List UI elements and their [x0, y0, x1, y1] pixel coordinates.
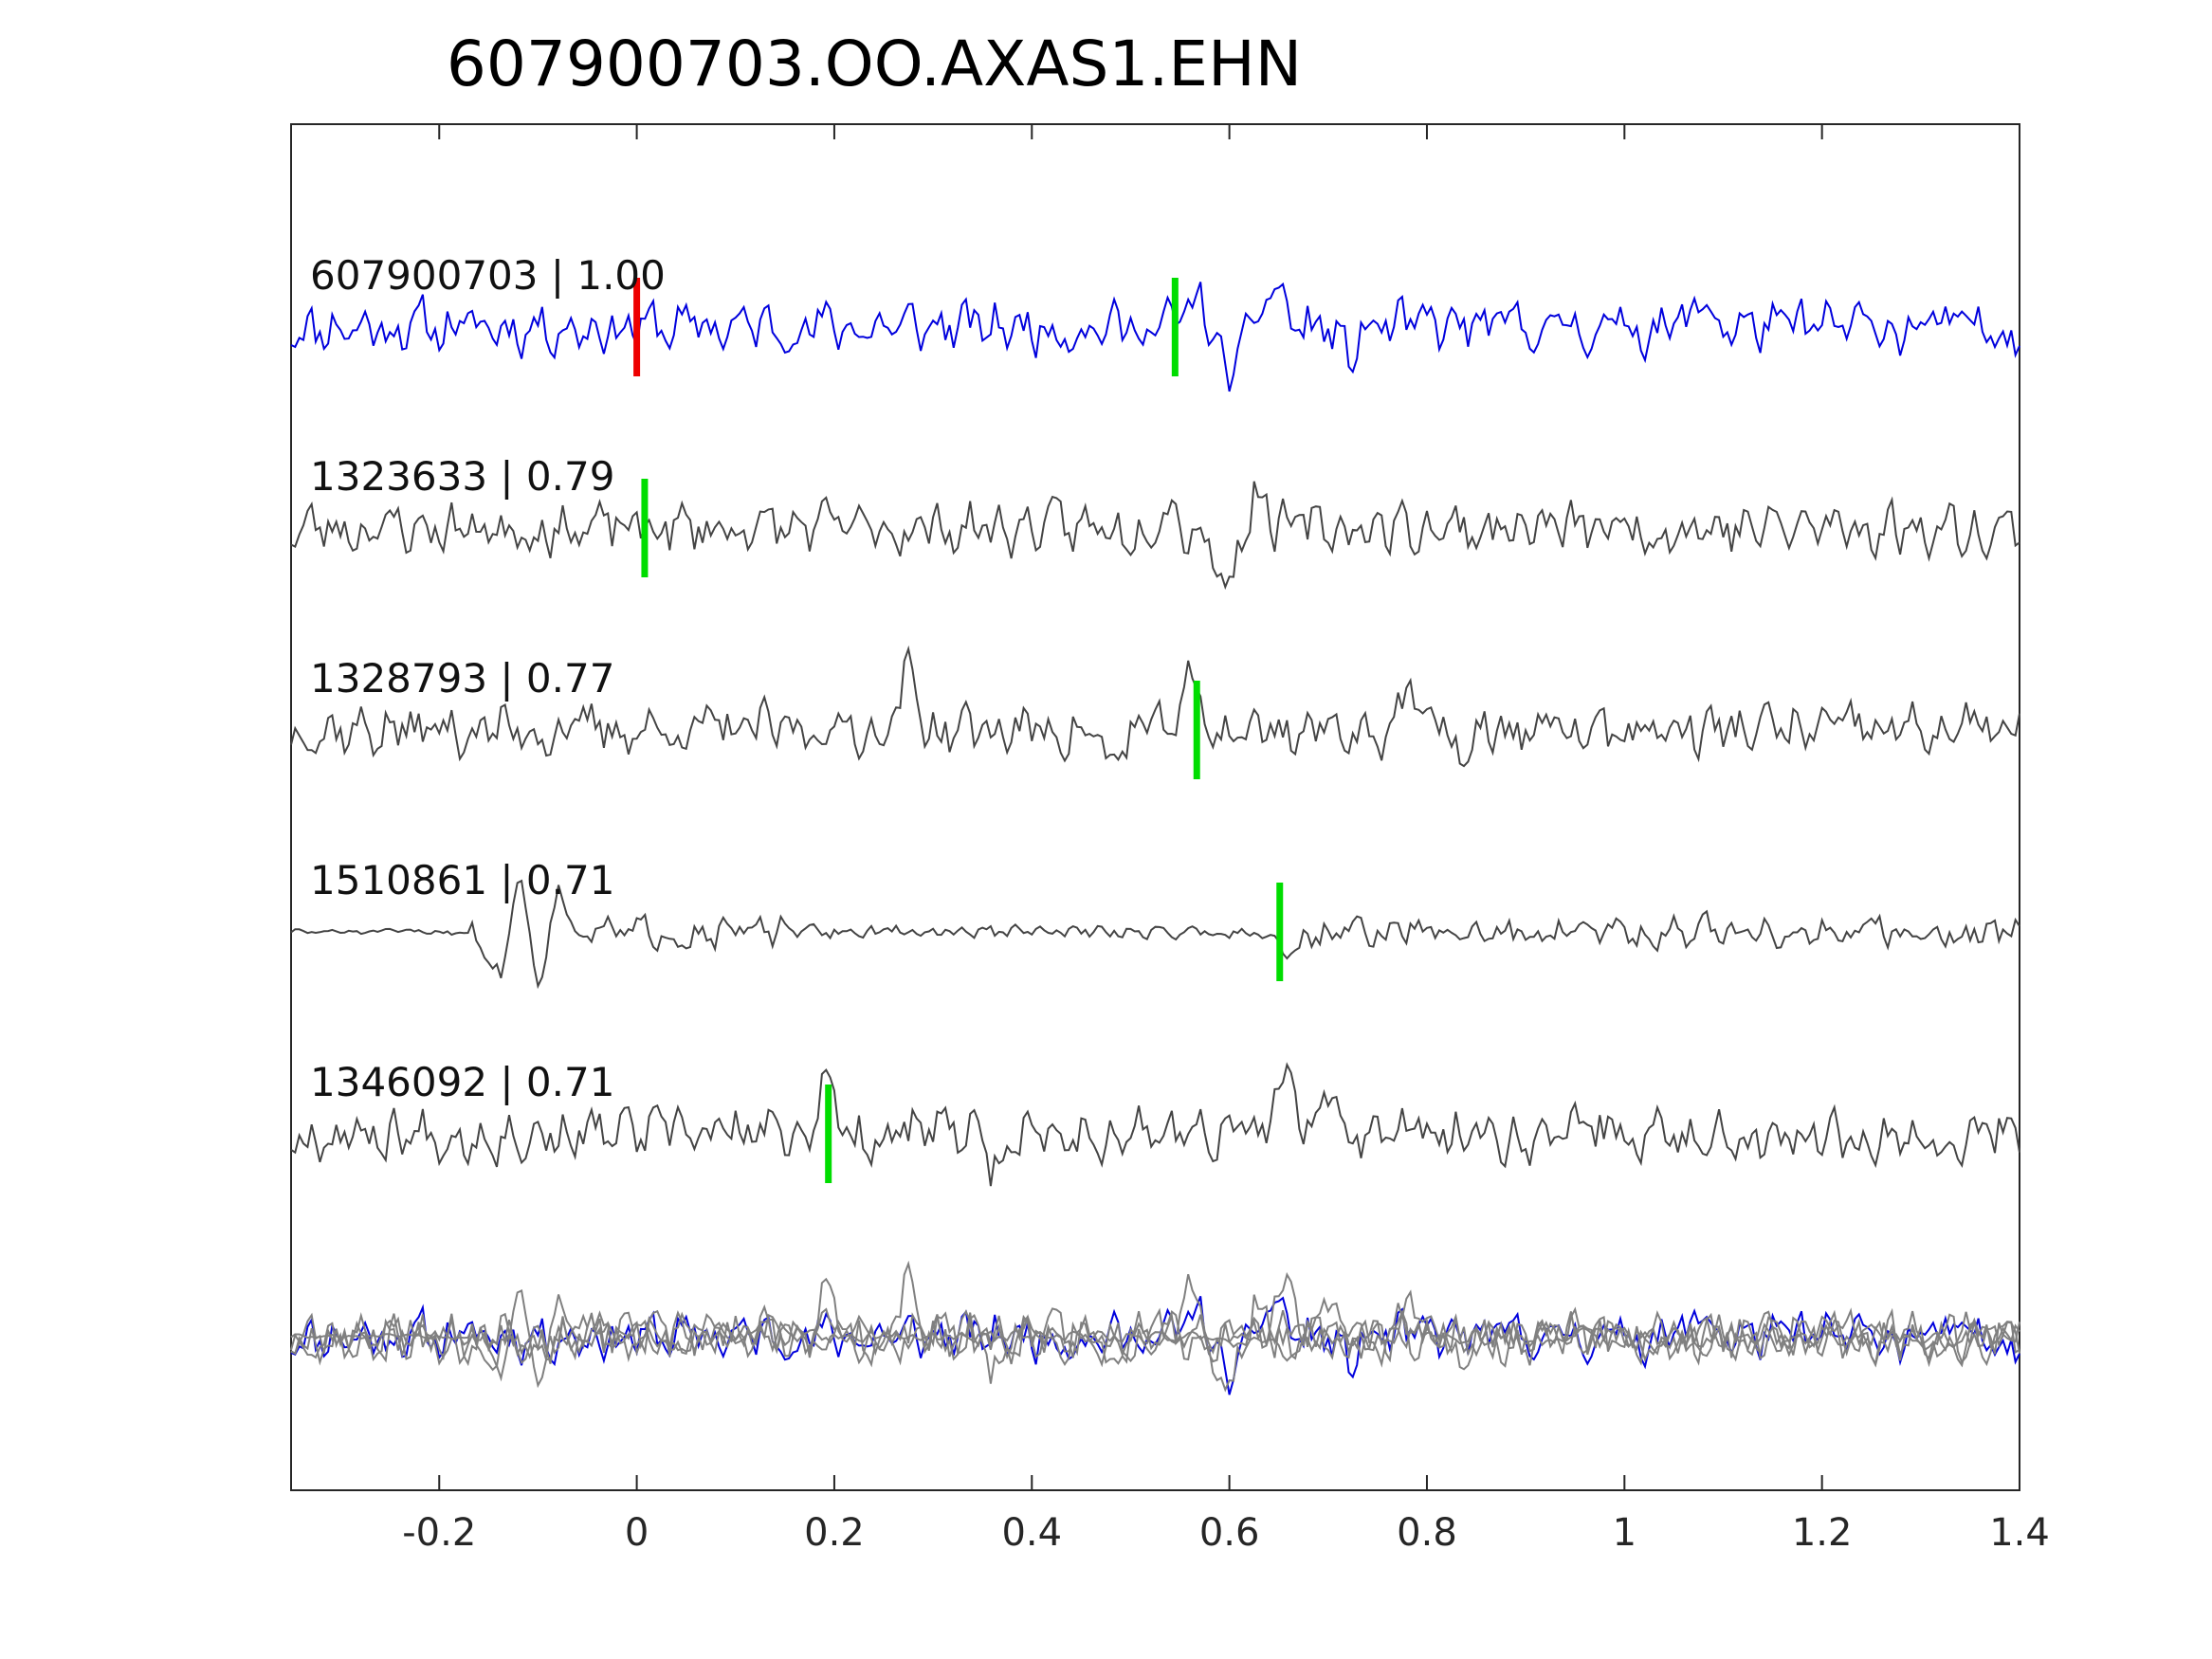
trace-label-1328793: 1328793 | 0.77	[310, 655, 614, 702]
trace-label-607900703: 607900703 | 1.00	[310, 252, 666, 299]
trace-line-1346092	[290, 1062, 2020, 1187]
trace-line-1323633	[290, 481, 2020, 591]
overlay-line-1510861	[290, 1289, 2020, 1389]
trace-line-1510861	[290, 879, 2020, 990]
picks-group	[633, 278, 1284, 1183]
x-tick-label: 1	[1613, 1511, 1636, 1555]
x-tick-label: 0.8	[1397, 1511, 1457, 1555]
x-tick-label: 0.6	[1199, 1511, 1260, 1555]
trace-label-1510861: 1510861 | 0.71	[310, 857, 614, 903]
x-tick-label: 0.4	[1001, 1511, 1062, 1555]
plot-area	[290, 123, 2020, 1491]
trace-labels-group: 607900703 | 1.00 1323633 | 0.79 1328793 | …	[310, 252, 666, 1105]
x-tick-label: 1.4	[1989, 1511, 2050, 1555]
overlay-line-1346092	[290, 1271, 2020, 1384]
overlay-line-1328793	[290, 1260, 2020, 1371]
chart-title: 607900703.OO.AXAS1.EHN	[447, 27, 1302, 100]
x-tick-label: 1.2	[1792, 1511, 1853, 1555]
trace-line-607900703	[290, 282, 2020, 392]
trace-label-1323633: 1323633 | 0.79	[310, 453, 614, 500]
trace-line-1328793	[290, 645, 2020, 768]
overlay-line-1323633	[290, 1294, 2020, 1393]
traces-group	[290, 282, 2020, 1395]
x-axis: -0.2 0 0.2 0.4 0.6 0.8 1 1.2 1.4	[402, 124, 2050, 1555]
x-tick-label: 0	[625, 1511, 649, 1555]
x-tick-label: 0.2	[804, 1511, 865, 1555]
x-tick-label: -0.2	[402, 1511, 476, 1555]
trace-label-1346092: 1346092 | 0.71	[310, 1059, 614, 1105]
overlay-line-607900703	[290, 1295, 2020, 1395]
